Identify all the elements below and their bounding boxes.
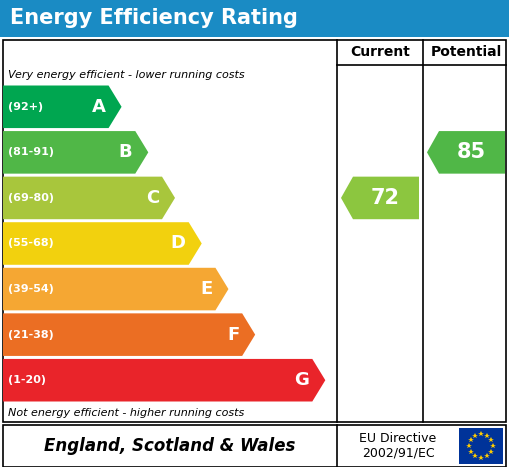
Text: 85: 85 — [457, 142, 486, 163]
Polygon shape — [3, 222, 202, 265]
Text: A: A — [92, 98, 105, 116]
Text: Energy Efficiency Rating: Energy Efficiency Rating — [10, 8, 298, 28]
Text: (1-20): (1-20) — [8, 375, 46, 385]
Polygon shape — [3, 177, 175, 219]
Text: Not energy efficient - higher running costs: Not energy efficient - higher running co… — [8, 408, 244, 417]
Polygon shape — [3, 359, 325, 402]
Text: EU Directive
2002/91/EC: EU Directive 2002/91/EC — [359, 432, 437, 460]
Text: (92+): (92+) — [8, 102, 43, 112]
Text: C: C — [146, 189, 159, 207]
Polygon shape — [3, 85, 122, 128]
Text: D: D — [171, 234, 186, 253]
Text: Potential: Potential — [431, 45, 502, 59]
Bar — [459, 428, 503, 464]
Text: Current: Current — [350, 45, 410, 59]
Polygon shape — [3, 268, 229, 311]
Text: B: B — [119, 143, 132, 162]
Text: England, Scotland & Wales: England, Scotland & Wales — [44, 437, 296, 455]
Polygon shape — [341, 177, 419, 219]
Text: Very energy efficient - lower running costs: Very energy efficient - lower running co… — [8, 70, 245, 79]
Bar — [3, 425, 506, 467]
Text: E: E — [200, 280, 212, 298]
Text: 72: 72 — [371, 188, 400, 208]
Bar — [3, 40, 506, 422]
Text: F: F — [227, 325, 239, 344]
Polygon shape — [3, 131, 148, 174]
Text: G: G — [294, 371, 309, 389]
Polygon shape — [3, 313, 255, 356]
Bar — [0, 0, 509, 37]
Polygon shape — [427, 131, 505, 174]
Text: (69-80): (69-80) — [8, 193, 54, 203]
Text: (39-54): (39-54) — [8, 284, 54, 294]
Text: (55-68): (55-68) — [8, 239, 54, 248]
Text: (21-38): (21-38) — [8, 330, 54, 340]
Text: (81-91): (81-91) — [8, 148, 54, 157]
